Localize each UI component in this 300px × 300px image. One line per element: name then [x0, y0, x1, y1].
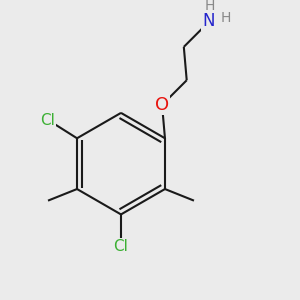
Text: O: O	[155, 96, 169, 114]
Text: Cl: Cl	[114, 239, 128, 254]
Text: Cl: Cl	[40, 113, 56, 128]
Text: H: H	[221, 11, 231, 25]
Text: H: H	[205, 0, 215, 13]
Text: N: N	[202, 12, 215, 30]
